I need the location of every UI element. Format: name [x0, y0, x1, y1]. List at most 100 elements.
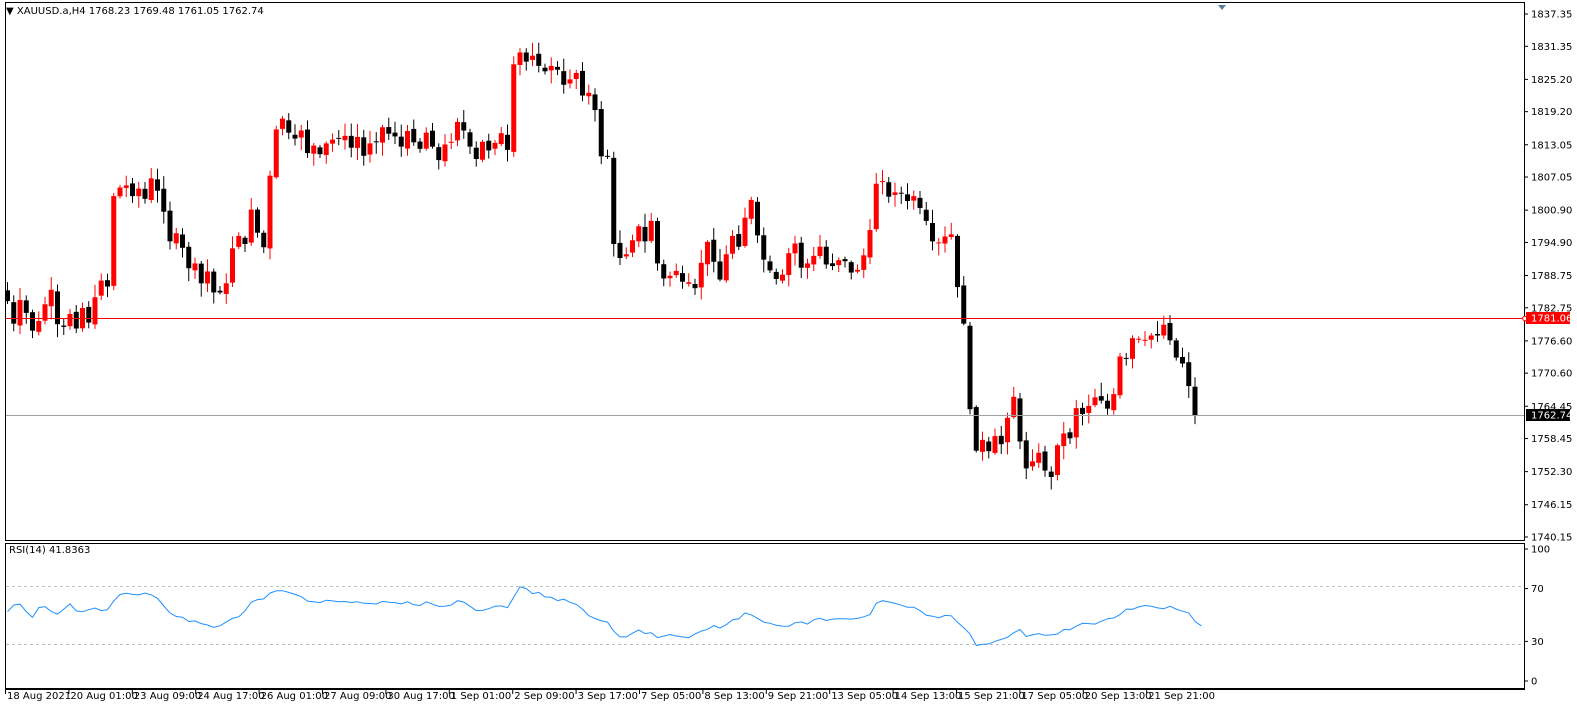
candle-body — [192, 263, 198, 271]
candle-body — [1161, 324, 1167, 336]
time-tick-label: 20 Sep 13:00 — [1085, 691, 1152, 702]
price-tick-label: 1788.75 — [1531, 271, 1572, 282]
candle-body — [1030, 461, 1035, 467]
time-tick-label: 21 Sep 21:00 — [1148, 691, 1215, 702]
candle-body — [1086, 405, 1092, 413]
price-tick-label: 1837.35 — [1531, 10, 1572, 21]
candle — [230, 236, 235, 287]
rsi-tick-label: 30 — [1531, 637, 1544, 648]
candle — [461, 110, 467, 139]
candle — [1161, 315, 1167, 339]
shift-marker-icon[interactable] — [1218, 5, 1226, 10]
candle — [792, 235, 798, 266]
candle-body — [117, 187, 123, 197]
candle — [248, 197, 254, 246]
candle-body — [867, 230, 873, 258]
time-tick-label: 1 Sep 01:00 — [451, 691, 511, 702]
price-tick-label: 1782.75 — [1531, 303, 1572, 314]
candle-body — [161, 188, 167, 212]
candle — [86, 301, 92, 329]
candle — [648, 212, 654, 244]
candle-body — [661, 264, 667, 279]
candle-body — [855, 269, 860, 272]
time-tick-label: 7 Sep 05:00 — [641, 691, 701, 702]
candle-body — [280, 118, 285, 129]
candle — [136, 181, 142, 208]
candle — [292, 124, 298, 146]
candle-body — [473, 147, 479, 160]
price-tick-label: 1758.45 — [1531, 434, 1572, 445]
candle-body — [1061, 433, 1067, 447]
candle — [680, 265, 685, 289]
candle — [436, 143, 442, 170]
candle — [205, 259, 210, 293]
candle-body — [648, 220, 654, 241]
candle-body — [1148, 335, 1154, 340]
time-tick-label: 9 Sep 21:00 — [768, 691, 828, 702]
candle — [561, 58, 567, 94]
candle — [280, 116, 285, 136]
candle-body — [67, 313, 73, 327]
candle — [373, 132, 379, 154]
candle — [92, 284, 98, 329]
candle-body — [955, 235, 960, 288]
candle-body — [598, 108, 604, 157]
candle — [667, 271, 673, 287]
candle — [217, 285, 223, 295]
candle — [505, 124, 510, 162]
candle-body — [42, 304, 48, 321]
candle-body — [442, 144, 448, 162]
bid-price-text: 1762.74 — [1531, 411, 1572, 422]
candle-body — [967, 325, 973, 410]
candle-body — [273, 129, 279, 178]
candle — [948, 222, 954, 240]
candle — [273, 125, 279, 179]
price-tick-label: 1764.45 — [1531, 402, 1572, 413]
candle — [1186, 352, 1192, 399]
candle-body — [1017, 398, 1023, 442]
candle-body — [505, 134, 510, 150]
candle — [30, 309, 35, 339]
candle — [255, 207, 260, 238]
candle-body — [611, 157, 617, 245]
candle-body — [1155, 334, 1160, 336]
candle-body — [830, 263, 835, 267]
candle-body — [305, 129, 310, 154]
candle — [1042, 445, 1048, 477]
candle — [798, 236, 804, 279]
candle-body — [405, 131, 410, 149]
candle — [823, 240, 829, 269]
candle — [742, 207, 748, 248]
candle — [298, 124, 304, 151]
candle-body — [311, 145, 317, 154]
candle-body — [411, 128, 417, 143]
candle-body — [173, 233, 179, 244]
time-tick-label: 27 Aug 09:00 — [324, 691, 391, 702]
chart-header: ▼ XAUUSD.a,H4 1768.23 1769.48 1761.05 17… — [6, 6, 264, 17]
candle-body — [123, 185, 129, 188]
candle-body — [986, 441, 992, 452]
candle-body — [948, 234, 954, 237]
candle — [617, 230, 623, 265]
candle-body — [98, 280, 104, 296]
candle-body — [892, 192, 898, 195]
candle — [517, 48, 523, 76]
candle — [917, 190, 923, 215]
price-tick-label: 1807.05 — [1531, 173, 1572, 184]
candle — [636, 224, 642, 248]
dropdown-triangle-icon[interactable]: ▼ — [6, 6, 14, 17]
price-tick-label: 1740.15 — [1531, 533, 1572, 544]
candle — [286, 113, 292, 140]
candle-body — [167, 210, 173, 242]
time-tick-label: 2 Sep 09:00 — [514, 691, 574, 702]
candle — [1173, 338, 1179, 361]
candle — [473, 141, 479, 167]
candle — [223, 273, 229, 304]
candle — [642, 213, 648, 253]
candle-body — [861, 255, 867, 270]
rsi-line — [7, 586, 1202, 646]
price-tick-label: 1819.20 — [1531, 107, 1572, 118]
candle-body — [617, 242, 623, 259]
candle-body — [61, 325, 67, 327]
